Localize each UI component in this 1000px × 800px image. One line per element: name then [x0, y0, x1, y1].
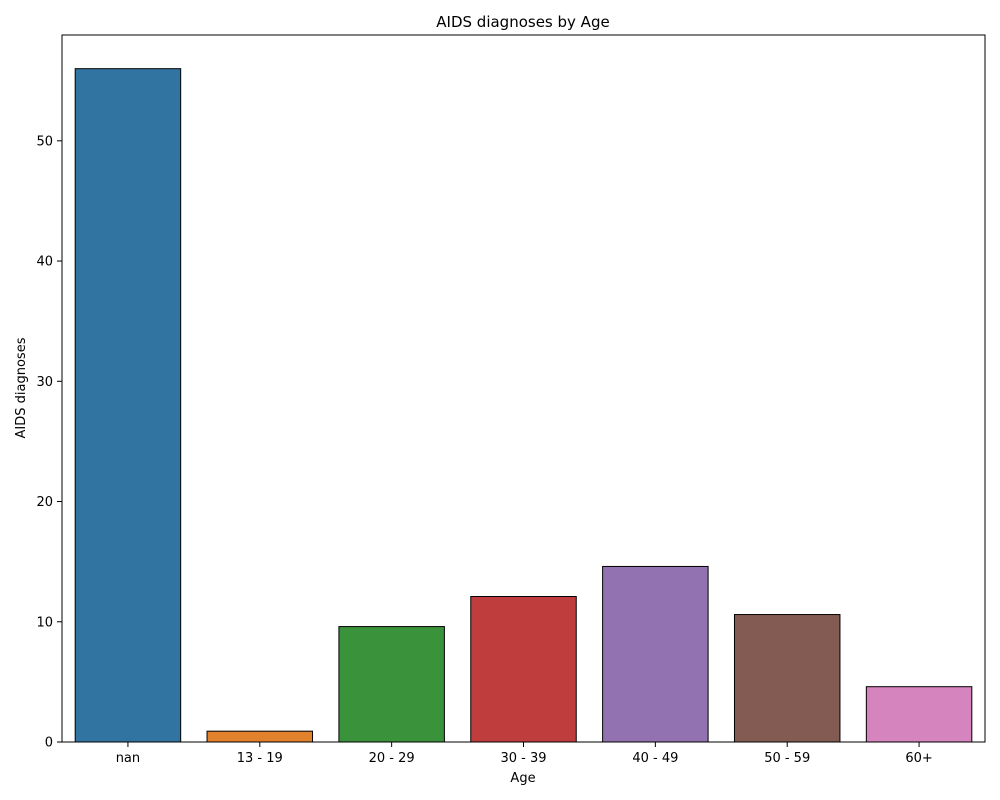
x-axis: nan 13 - 19 20 - 29 30 - 39 40 - 49 50 - 59 60… — [116, 742, 933, 766]
y-tick-label: 40 — [36, 255, 53, 270]
y-tick-label: 50 — [36, 134, 53, 149]
bar-5 — [733, 614, 841, 743]
y-tick-label: 0 — [45, 736, 53, 751]
x-tick-label: 50 - 59 — [764, 751, 810, 766]
bar-3 — [470, 596, 577, 743]
y-axis: 0 10 20 30 40 50 — [36, 134, 62, 751]
y-tick-label: 10 — [36, 615, 53, 630]
x-tick-label: nan — [116, 751, 140, 766]
x-tick-label: 40 - 49 — [632, 751, 678, 766]
bar-0 — [74, 68, 182, 743]
x-tick-label: 13 - 19 — [237, 751, 283, 766]
bars — [74, 68, 973, 743]
bar-6 — [865, 686, 973, 743]
bar-1 — [206, 730, 314, 743]
y-axis-title: AIDS diagnoses — [14, 337, 29, 438]
x-tick-label: 30 - 39 — [500, 751, 546, 766]
y-tick-label: 30 — [36, 375, 53, 390]
x-tick-label: 20 - 29 — [369, 751, 415, 766]
x-axis-title: Age — [510, 771, 535, 786]
y-tick-label: 20 — [36, 495, 53, 510]
bar-2 — [338, 626, 445, 743]
x-tick-label: 60+ — [905, 751, 932, 766]
bar-4 — [602, 565, 709, 743]
chart-title: AIDS diagnoses by Age — [436, 13, 609, 31]
